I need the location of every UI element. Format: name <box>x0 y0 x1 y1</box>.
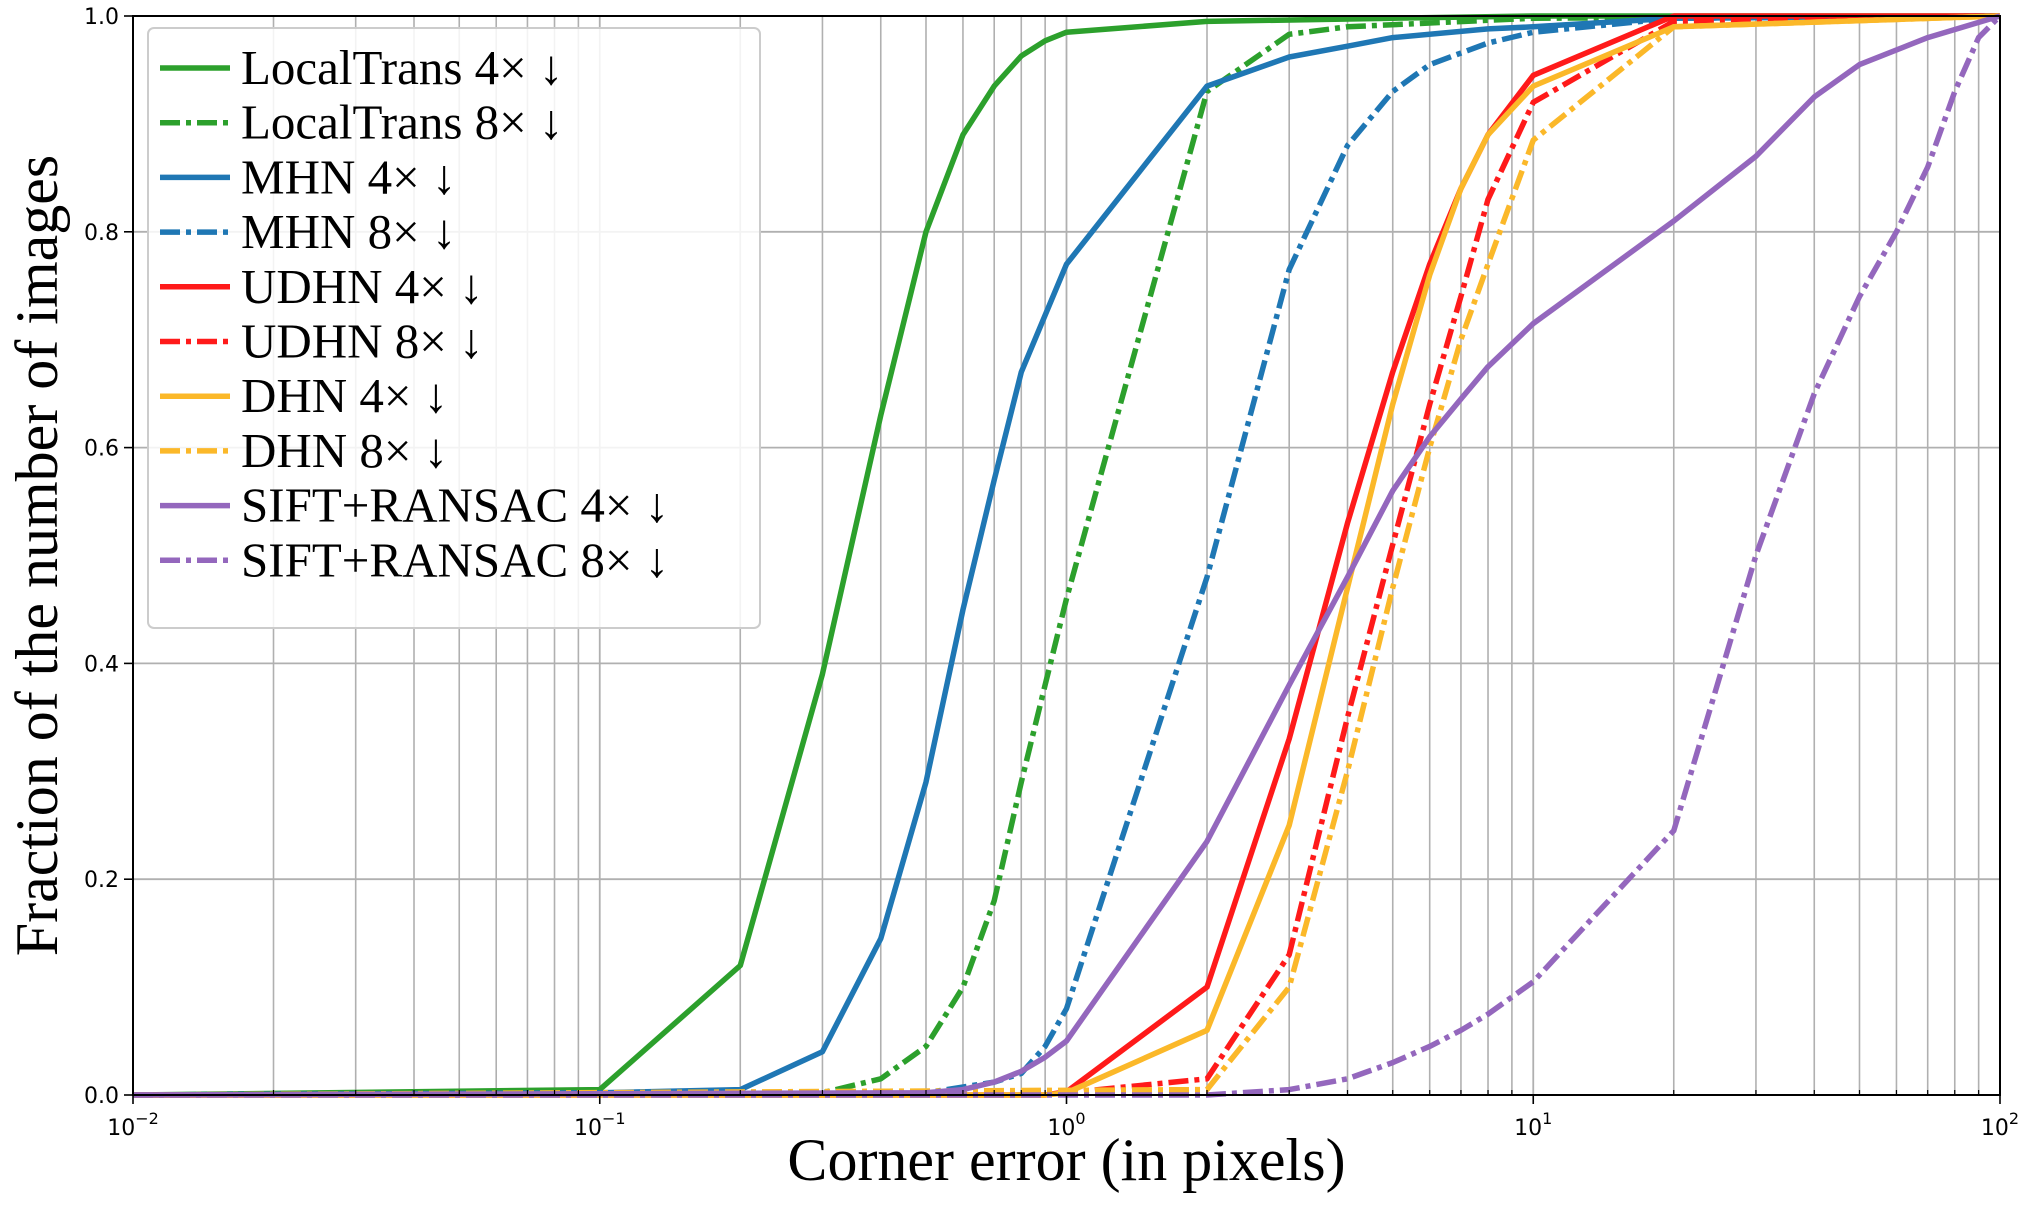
legend-label-7: DHN 4× ↓ <box>241 368 448 423</box>
legend-label-2: LocalTrans 8× ↓ <box>241 95 564 150</box>
series-line-4 <box>132 13 2001 1098</box>
legend-label-5: UDHN 4× ↓ <box>241 259 484 314</box>
y-axis-title: Fraction of the number of images <box>4 155 70 956</box>
series-line-8 <box>132 13 2001 1098</box>
axis-ticks <box>124 15 2001 1104</box>
legend-label-6: UDHN 8× ↓ <box>241 314 484 369</box>
legend-label-10: SIFT+RANSAC 8× ↓ <box>241 532 669 587</box>
y-tick-label: 0.6 <box>84 437 119 462</box>
series-line-3 <box>132 13 2001 1098</box>
axis-tick-labels: 10−2 10−1 100 101 102 0.0 0.2 0.4 0.6 0.8 1.0 <box>84 5 2019 1141</box>
x-axis-title: Corner error (in pixels) <box>787 1127 1345 1193</box>
y-tick-label: 0.4 <box>84 652 119 677</box>
series-line-6 <box>132 13 2001 1098</box>
series-line-1 <box>132 13 2000 1098</box>
x-tick-label: 101 <box>1514 1109 1552 1141</box>
legend-label-8: DHN 8× ↓ <box>241 423 448 478</box>
x-tick-label: 10−2 <box>107 1109 159 1141</box>
legend-label-1: LocalTrans 4× ↓ <box>241 40 564 95</box>
legend: LocalTrans 4× ↓LocalTrans 8× ↓MHN 4× ↓MH… <box>147 27 761 629</box>
legend-box <box>147 27 761 629</box>
series-line-2 <box>132 13 2001 1098</box>
y-tick-label: 0.8 <box>84 221 119 246</box>
x-tick-label: 102 <box>1981 1109 2019 1141</box>
legend-label-4: MHN 8× ↓ <box>241 204 456 259</box>
x-tick-label: 10−1 <box>574 1109 626 1141</box>
y-tick-label: 0.0 <box>84 1084 119 1109</box>
series-line-10 <box>133 14 2002 1098</box>
y-tick-label: 1.0 <box>84 5 119 30</box>
x-tick-label: 100 <box>1047 1109 1085 1141</box>
legend-label-3: MHN 4× ↓ <box>241 149 456 204</box>
legend-label-9: SIFT+RANSAC 4× ↓ <box>241 478 669 533</box>
series-lines <box>132 13 2002 1098</box>
y-tick-label: 0.2 <box>84 868 119 893</box>
series-line-9 <box>132 13 2001 1098</box>
